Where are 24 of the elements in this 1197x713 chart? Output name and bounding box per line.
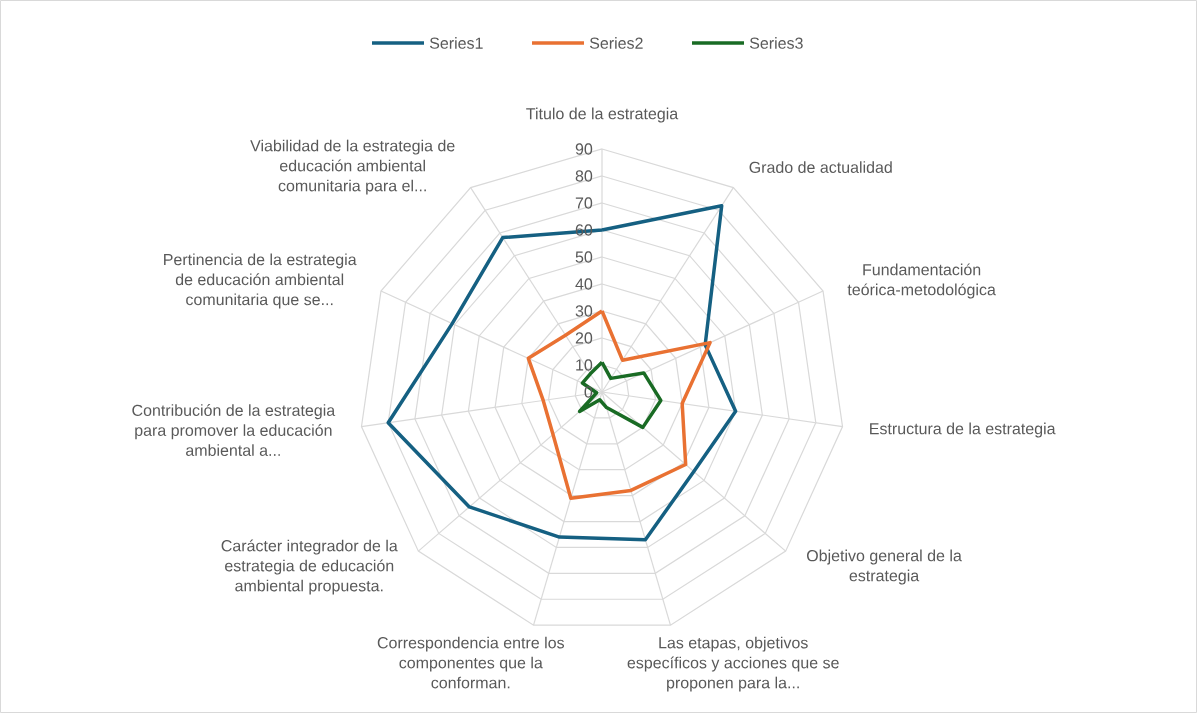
legend-label: Series3 bbox=[749, 37, 803, 49]
y-tick-label: 80 bbox=[575, 170, 593, 182]
y-tick-label: 30 bbox=[575, 305, 593, 317]
spoke-label: Objetivo general de la estrategia bbox=[806, 549, 962, 585]
legend-label: Series2 bbox=[589, 37, 643, 49]
spoke-label: Contribución de la estrategia para promover la educación ambiental a... bbox=[132, 404, 336, 457]
legend-label: Series1 bbox=[429, 37, 483, 49]
y-tick-label: 20 bbox=[575, 332, 593, 344]
y-tick-label: 70 bbox=[575, 197, 593, 209]
spoke-label: Viabilidad de la estrategia de educación ambiental comunitaria para el... bbox=[250, 139, 455, 195]
spoke-label: Las etapas, objetivos específicos y acciones que se proponen para la... bbox=[627, 636, 839, 692]
y-tick-label: 10 bbox=[576, 359, 593, 371]
y-tick-label: 40 bbox=[575, 278, 593, 290]
spoke-label: Fundamentación teórica-metodológica bbox=[847, 263, 996, 299]
y-tick-label: 90 bbox=[575, 143, 593, 155]
y-tick-label: 60 bbox=[575, 224, 593, 236]
spoke-label: Correspondencia entre los componentes que la conforman. bbox=[377, 636, 565, 689]
y-tick-label: 50 bbox=[575, 251, 593, 263]
spoke-label: Grado de actualidad bbox=[749, 161, 892, 173]
spoke-label: Titulo de la estrategia bbox=[526, 107, 679, 123]
spoke-label: Estructura de la estrategia bbox=[870, 422, 1056, 438]
spoke-label: Pertinencia de la estrategia de educación ambiental comunitaria que se... bbox=[164, 253, 357, 309]
spoke-label: Carácter integrador de la estrategia de educación ambiental propuesta. bbox=[221, 539, 398, 595]
y-tick-label: 0 bbox=[584, 386, 593, 398]
